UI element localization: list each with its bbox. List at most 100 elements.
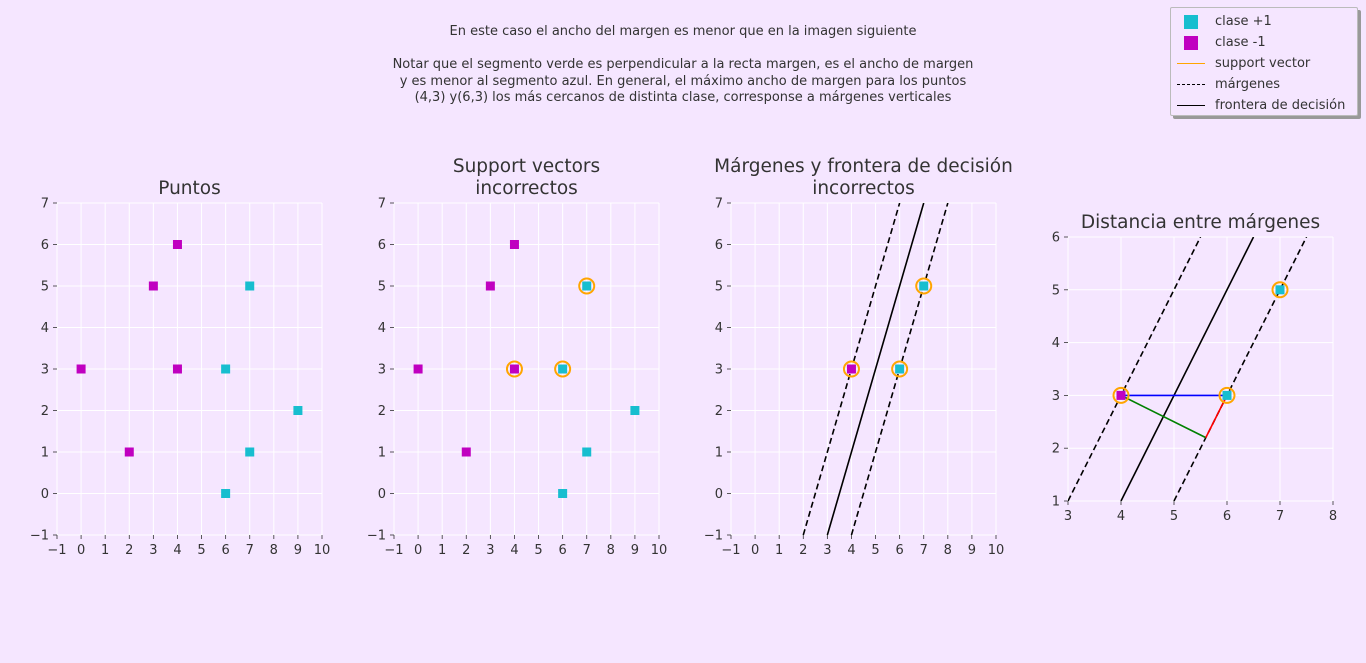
support-vector-ring	[891, 360, 909, 378]
x-tick-label: 3	[1064, 509, 1072, 524]
chart-title: Márgenes y frontera de decisión	[714, 156, 1013, 177]
x-tick-label: 4	[1117, 509, 1125, 524]
legend-entry-negative: clase -1	[1171, 32, 1357, 53]
x-tick-label: 8	[607, 543, 615, 558]
negative-point	[148, 281, 158, 291]
support-vector-ring	[915, 277, 933, 295]
negative-point	[1116, 390, 1126, 400]
support-vector-ring	[578, 277, 596, 295]
x-tick-label: 10	[651, 543, 668, 558]
y-tick-label: 3	[41, 363, 49, 378]
x-tick-label: 2	[462, 543, 470, 558]
positive-point	[1275, 285, 1285, 295]
x-tick-label: 0	[751, 543, 759, 558]
legend-label: support vector	[1215, 56, 1311, 71]
chart-title: Support vectors	[453, 156, 600, 177]
negative-point	[485, 281, 495, 291]
y-tick-label: 6	[41, 238, 49, 253]
y-tick-label: 0	[41, 487, 49, 502]
y-tick-label: 4	[1052, 336, 1060, 351]
explanation-note: En este caso el ancho del margen es meno…	[283, 24, 1083, 107]
x-tick-label: 3	[486, 543, 494, 558]
x-tick-label: 0	[414, 543, 422, 558]
note-line-3: y es menor al segmento azul. En general,…	[399, 73, 967, 89]
y-tick-label: 2	[1052, 442, 1060, 457]
y-tick-label: 4	[41, 321, 49, 336]
decision-boundary-line	[826, 203, 925, 535]
x-tick-label: 8	[944, 543, 952, 558]
y-tick-label: −1	[704, 529, 723, 544]
y-tick-label: 1	[715, 446, 723, 461]
x-tick-label: 1	[775, 543, 783, 558]
y-tick-label: 4	[715, 321, 723, 336]
legend-entry-positive: clase +1	[1171, 11, 1357, 32]
y-tick-label: −1	[367, 529, 386, 544]
legend-label: frontera de decisión	[1215, 98, 1346, 113]
chart-4: 3 4 5 6 7 8 1 2 3 4 5 6 Distancia entre márgenes	[1052, 212, 1337, 524]
legend-entry-support-vector: support vector	[1171, 53, 1357, 74]
x-tick-label: 9	[631, 543, 639, 558]
positive-point	[558, 489, 568, 498]
y-tick-label: 2	[715, 404, 723, 419]
legend-label: márgenes	[1215, 77, 1281, 92]
negative-point	[509, 364, 519, 374]
legend: clase +1 clase -1 support vector márgene…	[1170, 7, 1358, 116]
positive-point	[582, 281, 592, 291]
y-tick-label: 0	[378, 487, 386, 502]
margin-line-key	[1177, 84, 1205, 85]
x-tick-label: 10	[988, 543, 1005, 558]
negative-point	[172, 240, 182, 249]
x-tick-label: 6	[1223, 509, 1231, 524]
x-tick-label: 8	[1329, 509, 1337, 524]
y-tick-label: 2	[378, 404, 386, 419]
y-tick-label: 1	[378, 446, 386, 461]
x-tick-label: 7	[1276, 509, 1284, 524]
positive-point	[1222, 390, 1232, 400]
x-tick-label: 2	[799, 543, 807, 558]
y-tick-label: 7	[715, 197, 723, 212]
x-tick-label: 7	[920, 543, 928, 558]
positive-point	[558, 364, 568, 374]
support-vector-ring	[1112, 386, 1130, 404]
x-tick-label: 7	[583, 543, 591, 558]
margin-line	[1068, 237, 1202, 501]
x-tick-label: 3	[823, 543, 831, 558]
note-line-1: En este caso el ancho del margen es meno…	[449, 24, 917, 39]
positive-point	[630, 406, 640, 415]
chart-1: −1 0 1 2 3 4 5 6 7 8 9 10 −1 0 1 2 3 4 5 6 7 Puntos	[30, 178, 330, 558]
green-segment	[1120, 394, 1207, 439]
x-tick-label: −1	[721, 543, 740, 558]
y-tick-label: 1	[41, 446, 49, 461]
chart-title: Distancia entre márgenes	[1081, 212, 1320, 233]
y-tick-label: 3	[1052, 389, 1060, 404]
x-tick-label: 9	[294, 543, 302, 558]
y-tick-label: 6	[715, 238, 723, 253]
positive-point	[919, 281, 929, 291]
x-tick-label: 4	[847, 543, 855, 558]
x-tick-label: 2	[125, 543, 133, 558]
negative-point	[76, 364, 86, 374]
x-tick-label: 3	[149, 543, 157, 558]
y-tick-label: 3	[378, 363, 386, 378]
support-vector-ring	[505, 360, 523, 378]
positive-point	[245, 447, 255, 457]
x-tick-label: 4	[173, 543, 181, 558]
chart-2: −1 0 1 2 3 4 5 6 7 8 9 10 −1 0 1 2 3 4 5 6 7 Support vectorsi…	[367, 156, 667, 558]
y-tick-label: 3	[715, 363, 723, 378]
positive-class-marker	[1184, 14, 1198, 29]
legend-label: clase +1	[1215, 14, 1272, 29]
positive-point	[895, 364, 905, 374]
support-vector-ring	[1218, 386, 1236, 404]
x-tick-label: 1	[438, 543, 446, 558]
note-line-2: Notar que el segmento verde es perpendic…	[392, 57, 974, 72]
x-tick-label: 5	[197, 543, 205, 558]
negative-point	[509, 240, 519, 249]
legend-label: clase -1	[1215, 35, 1266, 50]
support-vector-ring	[1271, 281, 1289, 299]
y-tick-label: 7	[41, 197, 49, 212]
line-layer	[1068, 237, 1308, 501]
x-tick-label: 5	[1170, 509, 1178, 524]
negative-point	[846, 364, 856, 374]
negative-point	[461, 447, 471, 457]
